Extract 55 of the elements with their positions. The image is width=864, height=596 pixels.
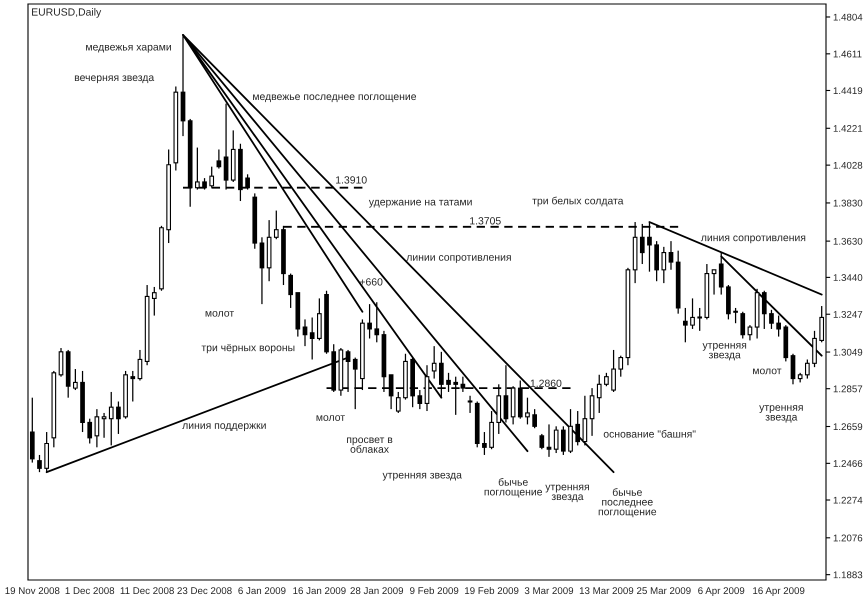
annotation: молот xyxy=(206,310,234,317)
annotation: линия сопротивления xyxy=(700,236,806,244)
annotation: медвежье последнее поглощение xyxy=(253,94,416,102)
y-tick-label: 1.2659 xyxy=(834,423,862,430)
annotation: 1.2860 xyxy=(530,380,562,387)
annotation: основание "башня" xyxy=(604,430,696,438)
annotation: три чёрных вороны xyxy=(202,344,294,354)
annotation: молот xyxy=(753,368,782,374)
annotation: бычье последнее поглощение xyxy=(598,488,656,518)
annotation: 1.3705 xyxy=(470,217,501,225)
y-tick-label: 1.3049 xyxy=(834,348,862,356)
annotation: молот xyxy=(316,415,345,421)
annotation: медвежья харами xyxy=(86,44,171,53)
annotation: +660 xyxy=(360,278,382,286)
x-tick-label: 3 Mar 2009 xyxy=(524,587,574,594)
x-tick-label: 28 Jan 2009 xyxy=(350,587,404,594)
x-tick-label: 16 Jan 2009 xyxy=(293,587,346,594)
annotation: просвет в облаках xyxy=(347,437,392,453)
annotation: три белых солдата xyxy=(532,196,624,206)
x-tick-label: 25 Mar 2009 xyxy=(637,587,691,594)
y-tick-label: 1.2857 xyxy=(834,385,862,392)
x-tick-label: 19 Feb 2009 xyxy=(465,586,518,594)
y-tick-label: 1.2466 xyxy=(834,460,862,467)
annotation: 1.3910 xyxy=(336,176,367,184)
x-tick-label: 11 Dec 2008 xyxy=(120,587,174,594)
annotation: утренняя звезда xyxy=(702,342,746,360)
y-tick-label: 1.3440 xyxy=(834,274,862,282)
x-tick-label: 6 Jan 2009 xyxy=(238,587,286,594)
y-tick-label: 1.1883 xyxy=(834,571,862,578)
annotation: вечерняя звезда xyxy=(74,75,154,84)
x-tick-label: 19 Nov 2008 xyxy=(5,587,60,594)
annotation: утренняя звезда xyxy=(545,484,589,502)
annotation: бычье поглощение xyxy=(484,478,542,498)
x-tick-label: 13 Mar 2009 xyxy=(580,587,634,594)
x-tick-label: 9 Feb 2009 xyxy=(410,586,458,594)
x-tick-label: 23 Dec 2008 xyxy=(177,587,232,594)
annotation: удержание на татами xyxy=(368,200,472,208)
y-tick-label: 1.3630 xyxy=(834,238,862,245)
x-tick-label: 6 Apr 2009 xyxy=(698,587,744,596)
y-tick-label: 1.4221 xyxy=(834,125,862,132)
y-tick-label: 1.4804 xyxy=(834,14,862,21)
x-tick-label: 16 Apr 2009 xyxy=(753,587,804,596)
y-tick-label: 1.3830 xyxy=(834,200,862,207)
y-tick-label: 1.4611 xyxy=(834,50,862,58)
y-tick-label: 1.2076 xyxy=(834,534,862,542)
y-tick-label: 1.4419 xyxy=(834,87,862,94)
y-tick-label: 1.2274 xyxy=(834,496,862,504)
annotation: утренняя звезда xyxy=(759,405,803,423)
y-tick-label: 1.4028 xyxy=(834,162,862,169)
annotation: линии сопротивления xyxy=(406,255,511,263)
annotation: линия поддержки xyxy=(182,423,266,432)
x-tick-label: 1 Dec 2008 xyxy=(66,587,114,594)
annotation: утренняя звезда xyxy=(382,472,462,481)
chart-title: EURUSD,Daily xyxy=(32,8,102,18)
y-tick-label: 1.3247 xyxy=(834,310,862,318)
